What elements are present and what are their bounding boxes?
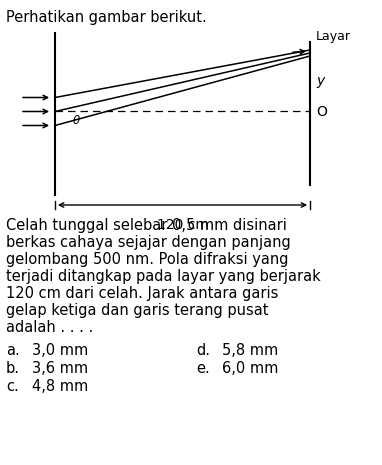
- Text: 4,8 mm: 4,8 mm: [32, 379, 88, 394]
- Text: 120 cm dari celah. Jarak antara garis: 120 cm dari celah. Jarak antara garis: [6, 286, 278, 301]
- Text: terjadi ditangkap pada layar yang berjarak: terjadi ditangkap pada layar yang berjar…: [6, 269, 321, 284]
- Text: adalah . . . .: adalah . . . .: [6, 320, 93, 335]
- Text: c.: c.: [6, 379, 19, 394]
- Text: e.: e.: [196, 361, 210, 376]
- Text: gelombang 500 nm. Pola difraksi yang: gelombang 500 nm. Pola difraksi yang: [6, 252, 288, 267]
- Text: b.: b.: [6, 361, 20, 376]
- Text: 5,8 mm: 5,8 mm: [222, 343, 278, 358]
- Text: θ: θ: [73, 113, 80, 126]
- Text: 3,6 mm: 3,6 mm: [32, 361, 88, 376]
- Text: d.: d.: [196, 343, 210, 358]
- Text: O: O: [316, 105, 327, 119]
- Text: Perhatikan gambar berikut.: Perhatikan gambar berikut.: [6, 10, 207, 25]
- Text: 120 cm: 120 cm: [157, 218, 209, 232]
- Text: 3,0 mm: 3,0 mm: [32, 343, 88, 358]
- Text: berkas cahaya sejajar dengan panjang: berkas cahaya sejajar dengan panjang: [6, 235, 291, 250]
- Text: y: y: [316, 74, 324, 88]
- Text: a.: a.: [6, 343, 20, 358]
- Text: 6,0 mm: 6,0 mm: [222, 361, 278, 376]
- Text: Celah tunggal selebar 0,5 mm disinari: Celah tunggal selebar 0,5 mm disinari: [6, 218, 287, 233]
- Text: gelap ketiga dan garis terang pusat: gelap ketiga dan garis terang pusat: [6, 303, 269, 318]
- Text: Layar: Layar: [316, 30, 351, 43]
